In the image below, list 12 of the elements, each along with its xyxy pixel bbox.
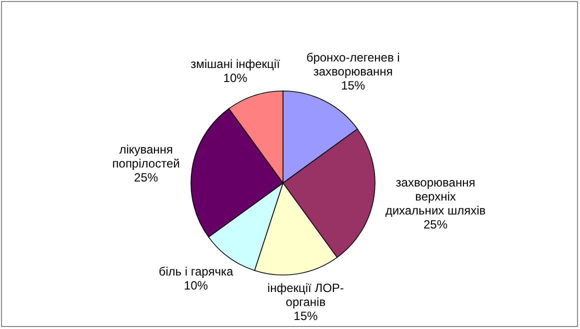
- data-label: 15%: [341, 78, 366, 93]
- data-label: 10%: [223, 70, 248, 85]
- slice-label: лікування попрілостей: [112, 142, 180, 170]
- slice-label: біль і гарячка: [158, 264, 234, 278]
- data-label: 25%: [134, 170, 158, 184]
- data-label: 10%: [184, 278, 208, 292]
- slice-label: інфекції ЛОР- органів: [267, 281, 344, 309]
- slice-label: бронхо-легенев і захворювання: [306, 50, 400, 79]
- slice-label: змішані інфекції: [190, 56, 281, 71]
- data-label: 15%: [294, 309, 318, 323]
- data-label: 25%: [423, 218, 448, 232]
- slice-label: захворювання верхніх дихальних шляхів: [385, 176, 486, 218]
